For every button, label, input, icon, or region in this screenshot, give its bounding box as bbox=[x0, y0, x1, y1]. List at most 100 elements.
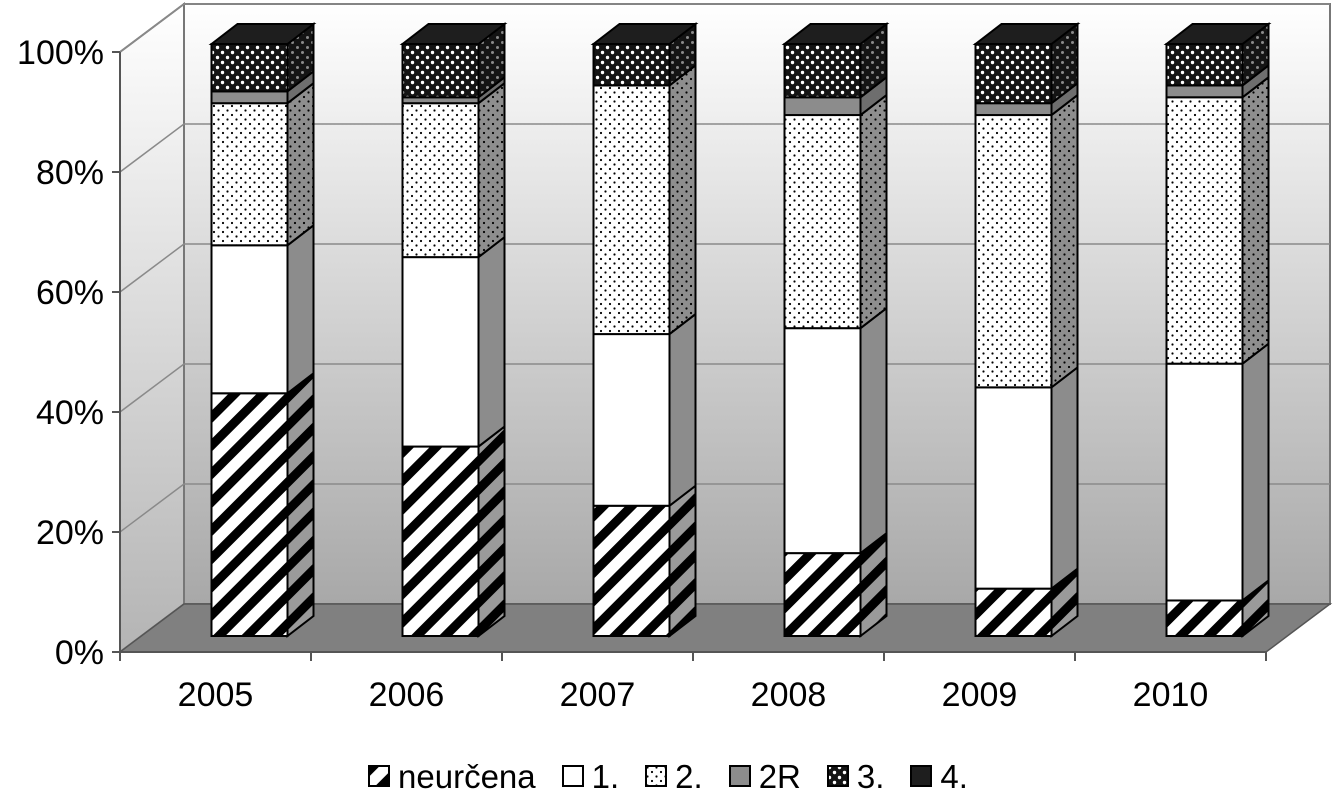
legend-item: 2. bbox=[645, 760, 703, 793]
bar-segment-side bbox=[1241, 75, 1270, 366]
y-tick-label: 100% bbox=[17, 34, 104, 72]
bar-segment bbox=[1165, 362, 1244, 602]
bar-segment bbox=[1165, 84, 1244, 99]
y-tick-label: 20% bbox=[36, 514, 104, 552]
bar-segment bbox=[401, 102, 480, 259]
bar-2006 bbox=[399, 21, 508, 639]
bar-2010 bbox=[1163, 21, 1272, 639]
bar-segment-side bbox=[1050, 365, 1079, 591]
x-tick-label: 2010 bbox=[1133, 676, 1209, 714]
bar-segment bbox=[592, 84, 671, 336]
legend-swatch bbox=[826, 765, 849, 787]
axes bbox=[112, 51, 1267, 661]
legend-label: 2. bbox=[675, 757, 703, 795]
bar-segment bbox=[1165, 43, 1244, 87]
bar-segment bbox=[401, 445, 480, 637]
legend-label: neurčena bbox=[398, 757, 536, 795]
x-tick-label: 2009 bbox=[942, 676, 1018, 714]
bar-segment-side bbox=[477, 235, 506, 449]
bar-segment bbox=[974, 587, 1053, 638]
legend: neurčena 1. 2. 2R 3. 4. bbox=[0, 752, 1336, 800]
bar-top bbox=[972, 23, 1081, 45]
bar-segment-side bbox=[859, 306, 888, 556]
stacked-bar-chart: 0%20%40%60%80%100% 2005 2006 2007 2008 2009 2… bbox=[17, 2, 1333, 714]
legend-swatch bbox=[910, 765, 933, 787]
bar-segment bbox=[401, 256, 480, 448]
bar-segment bbox=[592, 43, 671, 87]
bar-segment bbox=[783, 552, 862, 637]
gridline bbox=[119, 123, 1330, 173]
bar-segment bbox=[592, 333, 671, 507]
legend-label: 2R bbox=[758, 757, 801, 795]
bar-segment bbox=[210, 244, 289, 395]
legend-label: 3. bbox=[856, 757, 885, 795]
bar-segment bbox=[783, 114, 862, 330]
legend-swatch bbox=[368, 765, 391, 787]
gridline bbox=[119, 363, 1330, 413]
bar-segment-side bbox=[286, 81, 315, 248]
bar-segment bbox=[210, 90, 289, 105]
legend-item: 3. bbox=[826, 757, 885, 795]
legend-item: 1. bbox=[561, 757, 620, 795]
bar-segment-side bbox=[859, 93, 888, 331]
bar-segment bbox=[1165, 599, 1244, 637]
bar-segment-side bbox=[477, 81, 506, 260]
gridline bbox=[119, 243, 1330, 293]
y-tick-label: 0% bbox=[55, 634, 104, 672]
bars bbox=[208, 21, 1272, 639]
legend-item: 2R bbox=[728, 757, 801, 795]
bar-segment-side bbox=[286, 223, 315, 396]
bar-segment-side bbox=[286, 371, 315, 639]
bar-segment-side bbox=[1241, 341, 1270, 603]
bar-segment-side bbox=[668, 63, 697, 337]
bar-segment bbox=[210, 392, 289, 637]
y-tick-label: 80% bbox=[36, 154, 104, 192]
chart-walls bbox=[119, 2, 1331, 654]
legend-label: 1. bbox=[591, 757, 620, 795]
y-tick-label: 40% bbox=[36, 394, 104, 432]
bar-top bbox=[208, 23, 317, 45]
x-tick-label: 2008 bbox=[751, 676, 827, 714]
gridline bbox=[119, 483, 1330, 533]
gridlines bbox=[119, 3, 1330, 533]
bar-top bbox=[781, 23, 890, 45]
bar-2005 bbox=[208, 21, 317, 639]
bar-segment bbox=[210, 43, 289, 93]
x-axis-tick-labels: 2005 2006 2007 2008 2009 2010 bbox=[178, 676, 1209, 714]
gridline bbox=[119, 3, 1330, 53]
bar-segment bbox=[210, 102, 289, 247]
back-wall bbox=[183, 3, 1331, 605]
bar-2008 bbox=[781, 21, 890, 639]
legend-label: 4. bbox=[940, 757, 968, 795]
side-wall bbox=[119, 2, 185, 654]
legend-swatch bbox=[645, 765, 668, 787]
y-tick-label: 60% bbox=[36, 274, 104, 312]
bar-segment-side bbox=[477, 424, 506, 639]
legend-item: neurčena bbox=[368, 760, 536, 793]
bar-2007 bbox=[590, 21, 699, 639]
x-tick-label: 2005 bbox=[178, 676, 254, 714]
legend-item: 4. bbox=[910, 760, 968, 793]
bar-segment bbox=[974, 386, 1053, 590]
bar-top bbox=[1163, 23, 1272, 45]
legend-swatch bbox=[561, 765, 584, 787]
bar-segment bbox=[783, 43, 862, 99]
bar-segment bbox=[783, 96, 862, 117]
bar-segment-side bbox=[668, 312, 697, 508]
bar-top bbox=[590, 23, 699, 45]
bar-top bbox=[399, 23, 508, 45]
y-axis-tick-labels: 0% 20% 40% 60% 80% 100% bbox=[17, 34, 104, 672]
bar-segment bbox=[783, 327, 862, 555]
x-tick-label: 2006 bbox=[369, 676, 445, 714]
bar-segment bbox=[974, 102, 1053, 117]
bar-segment bbox=[1165, 96, 1244, 365]
bar-segment-side bbox=[1050, 93, 1079, 390]
legend-swatch bbox=[728, 765, 751, 787]
bar-segment bbox=[401, 43, 480, 99]
bar-segment bbox=[592, 504, 671, 638]
bar-segment-side bbox=[668, 483, 697, 639]
bar-segment bbox=[974, 114, 1053, 389]
bar-2009 bbox=[972, 21, 1081, 639]
x-tick-label: 2007 bbox=[560, 676, 636, 714]
bar-segment bbox=[974, 43, 1053, 105]
